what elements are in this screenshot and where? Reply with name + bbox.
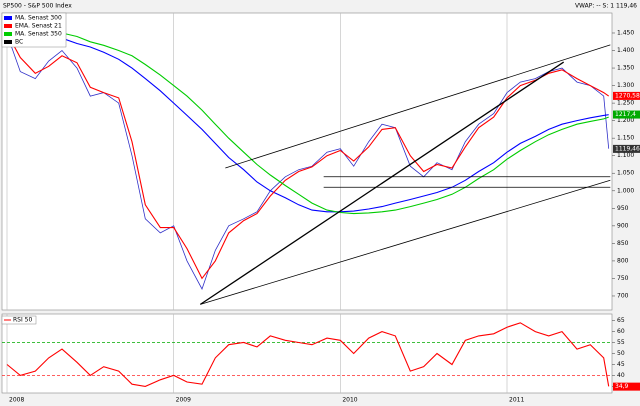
series-line	[6, 33, 610, 290]
legend-box	[1, 12, 67, 48]
series-line	[6, 32, 610, 280]
trendline	[199, 61, 565, 305]
x-tick-label: 2010	[342, 397, 357, 404]
legend-swatch	[4, 24, 12, 28]
price-tag-label: 1270,58	[615, 92, 640, 99]
price-tag	[613, 144, 640, 153]
y-tick-label: 1.000	[617, 187, 634, 194]
legend-swatch	[4, 32, 12, 36]
legend-label: MA. Senast 350	[15, 31, 62, 38]
price-tag-label: 1119,46	[615, 145, 640, 152]
y-tick-label: 1.100	[617, 152, 634, 159]
price-tag	[613, 110, 640, 119]
series-line	[6, 31, 609, 213]
x-tick-label: 2009	[176, 397, 191, 404]
trendline	[200, 179, 611, 305]
y-tick-label: 50	[617, 350, 625, 357]
y-tick-label: 1.450	[617, 29, 634, 36]
trendline	[225, 44, 611, 169]
y-tick-label: 1.200	[617, 117, 634, 124]
y-tick-label: 1.350	[617, 65, 634, 72]
legend-swatch	[4, 40, 12, 44]
legend-label: EMA. Senast 21	[15, 23, 62, 30]
legend-label: MA. Senast 300	[15, 15, 62, 22]
price-tag-label: 1217,4	[615, 111, 636, 118]
y-tick-label: 60	[617, 328, 625, 335]
main-panel	[1, 12, 613, 311]
header-info: VWAP: -- S: 1 119,46	[575, 3, 637, 10]
y-tick-label: 40	[617, 372, 625, 379]
y-tick-label: 1.150	[617, 135, 634, 142]
legend-label: BC	[15, 39, 23, 46]
price-tag-label: 34,9	[615, 383, 629, 390]
series-line	[7, 28, 609, 215]
y-tick-label: 55	[617, 339, 625, 346]
plot-layer: 2008 2009 2010 2011 700 750 800 850 900 950 1.000 1…	[1, 12, 640, 404]
y-tick-label: 65	[617, 317, 625, 324]
y-tick-label: 700	[617, 292, 629, 299]
y-tick-label: 1.250	[617, 100, 634, 107]
legend-box	[1, 315, 37, 325]
y-tick-label: 750	[617, 275, 629, 282]
rsi-panel	[1, 313, 613, 394]
price-tag	[613, 91, 640, 100]
y-tick-label: 1.300	[617, 82, 634, 89]
legend-swatch	[4, 16, 12, 20]
series-line	[6, 322, 610, 387]
y-tick-label: 950	[617, 205, 629, 212]
chart-title: SP500 - S&P 500 Index	[3, 3, 72, 10]
x-tick-label: 2008	[9, 397, 24, 404]
legend-label: RSI 50	[13, 317, 32, 324]
y-tick-label: 900	[617, 222, 629, 229]
y-tick-label: 45	[617, 361, 625, 368]
y-tick-label: 800	[617, 257, 629, 264]
x-tick-label: 2011	[509, 397, 524, 404]
y-tick-label: 1.050	[617, 170, 634, 177]
price-tag	[613, 382, 640, 391]
y-tick-label: 850	[617, 240, 629, 247]
y-tick-label: 1.400	[617, 47, 634, 54]
